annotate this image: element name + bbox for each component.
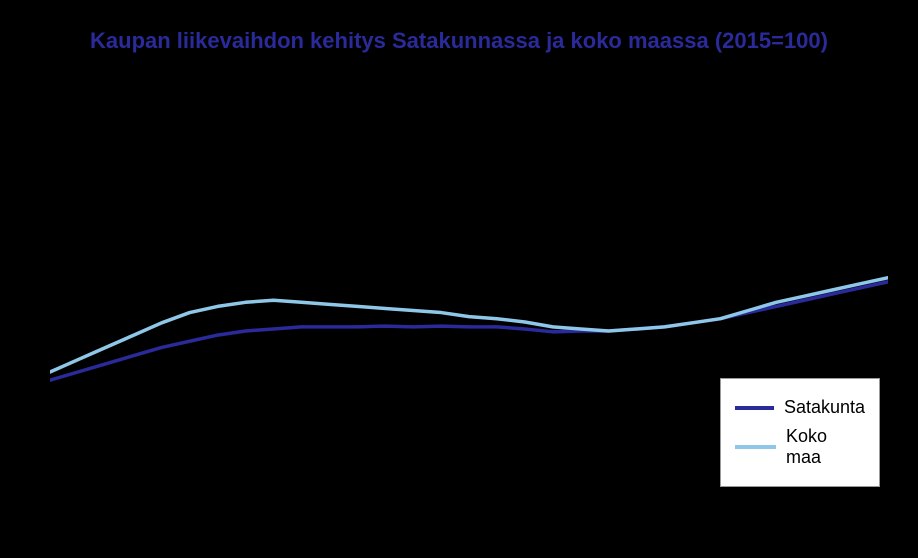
legend-label-satakunta: Satakunta [784,397,865,418]
legend-swatch-kokomaa [735,445,776,449]
legend-label-kokomaa: Koko maa [786,426,865,468]
series-group [50,278,888,381]
legend: Satakunta Koko maa [720,378,880,487]
series-line-satakunta [50,282,888,380]
series-line-koko-maa [50,278,888,372]
legend-swatch-satakunta [735,406,774,410]
legend-item-kokomaa: Koko maa [735,426,865,468]
chart-title: Kaupan liikevaihdon kehitys Satakunnassa… [0,28,918,54]
legend-item-satakunta: Satakunta [735,397,865,418]
